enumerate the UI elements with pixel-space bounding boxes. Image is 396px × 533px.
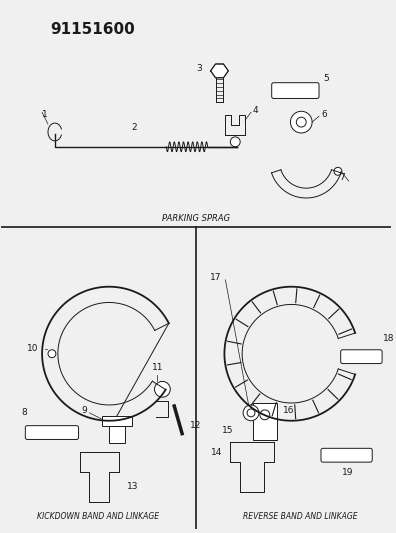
Text: 91151600: 91151600 xyxy=(50,22,135,37)
Circle shape xyxy=(247,409,255,417)
Circle shape xyxy=(48,350,56,358)
Text: KICKDOWN BAND AND LINKAGE: KICKDOWN BAND AND LINKAGE xyxy=(37,512,159,521)
Text: 15: 15 xyxy=(222,426,233,435)
Text: 13: 13 xyxy=(127,482,138,491)
Text: 17: 17 xyxy=(210,273,221,282)
Text: REVERSE BAND AND LINKAGE: REVERSE BAND AND LINKAGE xyxy=(243,512,358,521)
Text: 6: 6 xyxy=(321,110,327,119)
Text: 3: 3 xyxy=(196,64,202,74)
Text: 10: 10 xyxy=(27,344,38,353)
FancyBboxPatch shape xyxy=(272,83,319,99)
Text: 16: 16 xyxy=(283,406,294,415)
Bar xyxy=(102,416,132,426)
FancyBboxPatch shape xyxy=(321,448,372,462)
Text: 2: 2 xyxy=(131,123,137,132)
Circle shape xyxy=(230,137,240,147)
Text: PARKING SPRAG: PARKING SPRAG xyxy=(162,214,230,223)
Bar xyxy=(253,403,277,440)
Text: 1: 1 xyxy=(42,110,48,119)
Text: 11: 11 xyxy=(152,363,163,372)
Text: 7: 7 xyxy=(339,173,345,182)
Text: 8: 8 xyxy=(21,408,27,417)
Bar xyxy=(109,426,125,443)
FancyBboxPatch shape xyxy=(341,350,382,364)
Text: 4: 4 xyxy=(253,106,259,115)
Circle shape xyxy=(243,405,259,421)
Text: 12: 12 xyxy=(190,421,202,430)
Circle shape xyxy=(296,117,306,127)
Circle shape xyxy=(290,111,312,133)
FancyBboxPatch shape xyxy=(25,426,78,439)
Text: 19: 19 xyxy=(342,469,353,478)
Text: 18: 18 xyxy=(383,334,394,343)
Text: 14: 14 xyxy=(211,448,223,457)
Text: 5: 5 xyxy=(323,74,329,83)
Circle shape xyxy=(154,382,170,397)
Circle shape xyxy=(334,167,342,175)
Text: 9: 9 xyxy=(82,406,88,415)
Circle shape xyxy=(260,410,270,420)
Polygon shape xyxy=(211,64,228,78)
